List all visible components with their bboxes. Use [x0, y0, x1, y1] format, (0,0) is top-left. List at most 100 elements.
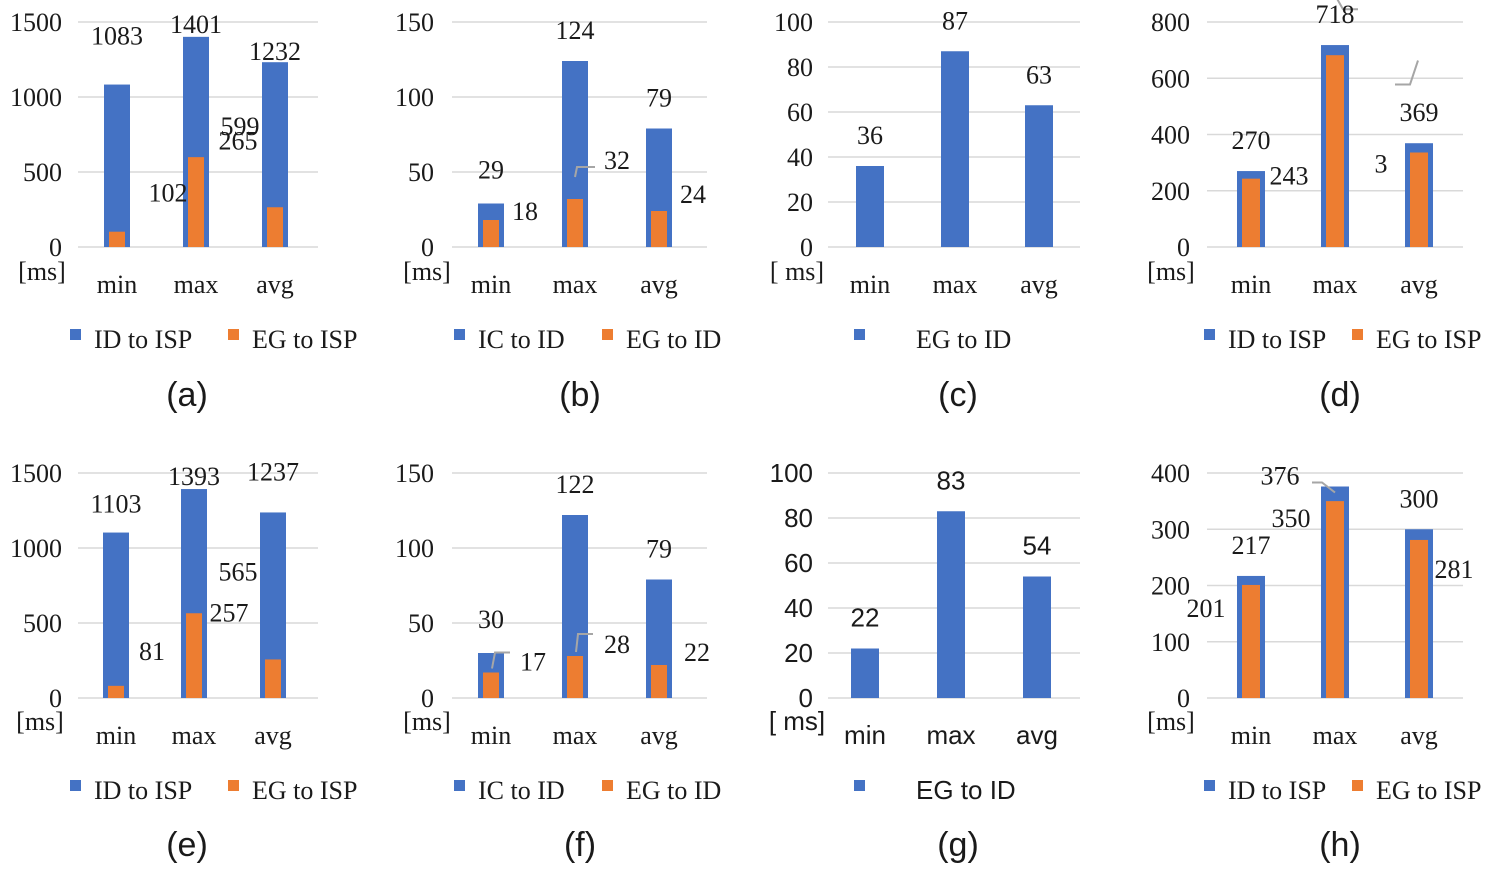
- y-tick-label: 1000: [10, 83, 62, 112]
- x-tick-label: avg: [640, 721, 678, 750]
- legend-swatch: [454, 780, 465, 791]
- bar: [651, 665, 667, 698]
- bar: [108, 685, 124, 698]
- legend-label: EG to ISP: [1376, 776, 1481, 805]
- x-tick-label: max: [174, 270, 219, 299]
- bar: [1242, 178, 1260, 247]
- data-label: 1232: [249, 37, 301, 66]
- x-tick-label: min: [850, 270, 890, 299]
- y-tick-label: 100: [1151, 628, 1190, 657]
- chart-panel: 0 500 1000 1500 [ms] 1103 1393 1237 81 565 257 min m…: [10, 457, 357, 864]
- legend-label: ID to ISP: [1228, 325, 1326, 354]
- y-tick-label: 200: [1151, 572, 1190, 601]
- data-label: 22: [851, 603, 880, 633]
- bar: [1410, 152, 1428, 247]
- legend-label: ID to ISP: [94, 325, 192, 354]
- leader-line: [1312, 481, 1336, 494]
- panel-caption: (a): [166, 376, 208, 414]
- legend-swatch: [1204, 780, 1215, 791]
- leader-line: [574, 166, 595, 178]
- y-tick-label: 50: [408, 609, 434, 638]
- legend-swatch: [70, 780, 81, 791]
- x-tick-label: max: [553, 721, 598, 750]
- y-tick-label: 500: [23, 609, 62, 638]
- y-tick-label: 50: [408, 158, 434, 187]
- bar: [1242, 584, 1260, 698]
- bar: [103, 532, 129, 698]
- y-tick-label: 0: [1177, 233, 1190, 262]
- legend-swatch: [70, 329, 81, 340]
- y-axis-unit: [ms]: [18, 257, 66, 286]
- bar: [188, 157, 204, 247]
- x-tick-label: min: [471, 270, 511, 299]
- y-tick-label: 100: [770, 458, 813, 488]
- chart-panel: 0 20 40 60 80 100 [ ms] 36 87 63 min max avg EG to ID…: [770, 6, 1080, 414]
- legend-label: EG to ISP: [252, 776, 357, 805]
- legend-swatch: [854, 329, 865, 340]
- legend-label: EG to ISP: [252, 325, 357, 354]
- y-axis-unit: [ ms]: [769, 706, 825, 736]
- y-tick-label: 200: [1151, 177, 1190, 206]
- y-tick-label: 500: [23, 158, 62, 187]
- bar: [267, 207, 283, 247]
- legend-swatch: [602, 329, 613, 340]
- leader-line: [491, 651, 510, 669]
- panel-caption: (f): [564, 826, 596, 864]
- data-label: 300: [1400, 484, 1439, 513]
- y-tick-label: 100: [774, 8, 813, 37]
- data-label: 17: [520, 648, 546, 677]
- x-tick-label: min: [97, 270, 137, 299]
- data-label: 1401: [170, 10, 222, 39]
- bar: [104, 84, 130, 247]
- data-label: 201: [1187, 594, 1226, 623]
- bar: [186, 613, 202, 698]
- y-tick-label: 80: [784, 503, 813, 533]
- panel-caption: (e): [166, 826, 208, 864]
- y-tick-label: 150: [395, 459, 434, 488]
- y-tick-label: 0: [49, 233, 62, 262]
- bar: [483, 220, 499, 247]
- x-tick-label: avg: [1400, 721, 1438, 750]
- bar: [651, 211, 667, 247]
- x-tick-label: min: [471, 721, 511, 750]
- legend-swatch: [228, 329, 239, 340]
- legend-label: EG to ISP: [1376, 325, 1481, 354]
- y-tick-label: 1500: [10, 459, 62, 488]
- x-tick-label: max: [553, 270, 598, 299]
- panel-caption: (g): [937, 826, 979, 864]
- data-label: 1083: [91, 22, 143, 51]
- data-label: 29: [478, 156, 504, 185]
- data-label: 122: [556, 470, 595, 499]
- data-label: 24: [680, 180, 706, 209]
- y-tick-label: 40: [784, 593, 813, 623]
- x-tick-label: min: [1231, 721, 1271, 750]
- y-tick-label: 0: [1177, 684, 1190, 713]
- x-tick-label: max: [172, 721, 217, 750]
- legend-swatch: [228, 780, 239, 791]
- data-label: 32: [604, 146, 630, 175]
- data-label: 28: [604, 630, 630, 659]
- data-label: 217: [1232, 531, 1271, 560]
- data-label: 79: [646, 84, 672, 113]
- legend-label: ID to ISP: [1228, 776, 1326, 805]
- y-tick-label: 0: [421, 233, 434, 262]
- data-label: 1237: [247, 457, 299, 486]
- y-tick-label: 20: [784, 638, 813, 668]
- leader-line: [1336, 0, 1358, 11]
- data-label: 243: [1270, 162, 1309, 191]
- data-label: 257: [210, 598, 249, 627]
- data-label: 565: [219, 557, 258, 586]
- legend-label: EG to ID: [626, 325, 721, 354]
- chart-panel: 0 50 100 150 [ms] 29 124 79 18 32 24 min max avg IC to…: [395, 8, 721, 414]
- y-tick-label: 400: [1151, 121, 1190, 150]
- bar: [1326, 55, 1344, 247]
- x-tick-label: avg: [1020, 270, 1058, 299]
- data-label: 54: [1023, 531, 1052, 561]
- x-tick-label: max: [1313, 721, 1358, 750]
- data-label: 63: [1026, 60, 1052, 89]
- y-axis-unit: [ms]: [16, 707, 64, 736]
- bar: [941, 51, 969, 247]
- chart-panel: 0 100 200 300 400 [ms] 217 376 300 201 350 281 min ma…: [1147, 459, 1481, 864]
